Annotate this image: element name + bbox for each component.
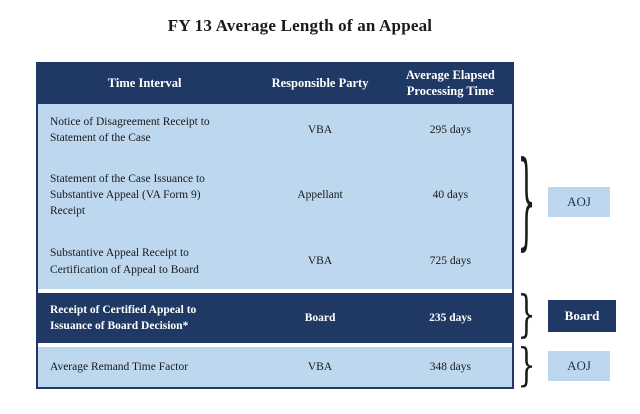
table-row-board-highlighted: Receipt of Certified Appeal to Issuance … [38, 293, 512, 343]
grouping-brace-aoj-top: } [517, 140, 537, 264]
cell-time-interval: Average Remand Time Factor [50, 360, 189, 373]
grouping-brace-board: } [517, 286, 537, 344]
cell-responsible-party: VBA [307, 123, 333, 136]
cell-responsible-party: Appellant [297, 188, 343, 201]
cell-responsible-party: Board [304, 311, 336, 324]
cell-processing-time: 40 days [432, 188, 469, 201]
column-header-responsible-party: Responsible Party [271, 76, 369, 91]
cell-responsible-party: VBA [307, 360, 333, 373]
table-row: Notice of Disagreement Receipt to Statem… [38, 104, 512, 156]
figure-title: FY 13 Average Length of an Appeal [167, 16, 433, 35]
appeal-length-table: Time Interval Responsible Party Average … [36, 62, 514, 389]
cell-time-interval: Notice of Disagreement Receipt to Statem… [50, 115, 210, 144]
column-header-processing-time: Average Elapsed Processing Time [405, 68, 495, 98]
aoj-rows-group: Notice of Disagreement Receipt to Statem… [38, 104, 512, 289]
cell-time-interval: Substantive Appeal Receipt to Certificat… [50, 247, 199, 276]
row-divider [38, 289, 512, 293]
cell-processing-time: 235 days [429, 311, 472, 324]
board-group-label: Board [548, 300, 616, 332]
table-row-remand: Average Remand Time Factor VBA 348 days [38, 347, 512, 387]
aoj-group-label: AOJ [548, 187, 610, 217]
cell-processing-time: 295 days [429, 123, 471, 136]
cell-responsible-party: VBA [307, 255, 333, 268]
table-header-row: Time Interval Responsible Party Average … [38, 64, 512, 104]
table-row: Substantive Appeal Receipt to Certificat… [38, 234, 512, 289]
cell-time-interval: Receipt of Certified Appeal to Issuance … [50, 303, 197, 332]
cell-time-interval: Statement of the Case Issuance to Substa… [50, 172, 205, 218]
aoj-group-label: AOJ [548, 351, 610, 381]
cell-processing-time: 725 days [429, 255, 471, 268]
row-divider [38, 343, 512, 347]
grouping-brace-aoj-bottom: } [517, 338, 537, 392]
table-row: Statement of the Case Issuance to Substa… [38, 156, 512, 234]
column-header-time-interval: Time Interval [107, 76, 182, 91]
cell-processing-time: 348 days [429, 360, 471, 373]
